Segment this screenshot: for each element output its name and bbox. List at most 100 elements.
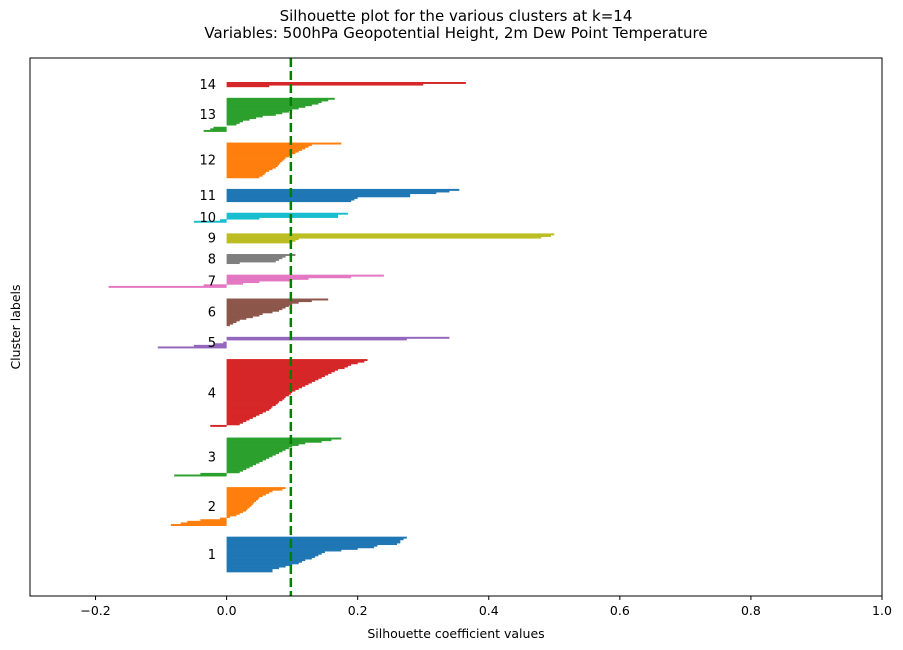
cluster-9-bar: [226, 236, 542, 239]
cluster-2-bar: [226, 514, 237, 517]
cluster-1-bar: [226, 567, 280, 570]
cluster-label-11: 11: [199, 189, 216, 204]
cluster-3-bar: [174, 474, 227, 477]
cluster-12-bar: [226, 155, 289, 158]
cluster-4-bar: [226, 381, 312, 384]
cluster-4-bar: [226, 402, 278, 405]
cluster-4-bar: [226, 387, 299, 390]
cluster-12-bar: [226, 148, 302, 151]
cluster-2-bar: [226, 499, 257, 502]
cluster-4-bar: [226, 418, 250, 421]
cluster-4-bar: [226, 359, 368, 362]
cluster-4-bar: [226, 420, 247, 423]
cluster-4-bar: [226, 405, 273, 408]
cluster-6-bar: [226, 306, 286, 309]
cluster-4-bar: [226, 397, 285, 400]
cluster-3-bar: [226, 460, 263, 462]
cluster-3-bar: [226, 466, 250, 469]
cluster-8-bar: [226, 254, 296, 256]
cluster-10-bar: [226, 215, 339, 218]
cluster-13-bar: [226, 112, 283, 115]
cluster-3-bar: [226, 461, 260, 464]
cluster-12-bar: [226, 147, 306, 150]
cluster-4-bar: [226, 396, 286, 398]
cluster-6-bar: [226, 312, 263, 315]
x-tick-label: 0.0: [217, 603, 237, 618]
cluster-6-bar: [226, 311, 273, 314]
cluster-2-bar: [226, 496, 260, 499]
y-axis-label: Cluster labels: [8, 284, 23, 369]
cluster-8-bar: [226, 257, 283, 260]
cluster-11-bar: [226, 188, 460, 191]
cluster-5-bar: [157, 346, 227, 349]
cluster-6-bar: [226, 324, 230, 327]
x-tick-label: 0.2: [348, 603, 368, 618]
cluster-12-bar: [226, 174, 263, 177]
cluster-label-14: 14: [199, 78, 216, 93]
cluster-12-bar: [226, 163, 280, 166]
cluster-4-bar: [226, 371, 332, 374]
cluster-1-bar: [226, 544, 378, 547]
cluster-1-bar: [226, 538, 404, 541]
cluster-3-bar: [226, 440, 322, 443]
cluster-2-bar: [226, 516, 230, 518]
cluster-1-bar: [226, 536, 407, 539]
cluster-14-bar: [226, 82, 466, 84]
cluster-1-bar: [226, 546, 375, 549]
cluster-1-bar: [226, 565, 286, 568]
cluster-3-bar: [226, 463, 257, 466]
cluster-8-bar: [226, 260, 276, 263]
cluster-3-bar: [226, 448, 286, 451]
cluster-11-bar: [226, 193, 411, 196]
cluster-label-2: 2: [208, 500, 216, 515]
cluster-3-bar: [226, 469, 243, 472]
cluster-7-bar: [226, 282, 243, 285]
cluster-4-bar: [226, 400, 280, 403]
cluster-4-bar: [226, 415, 257, 418]
cluster-13-bar: [203, 129, 227, 132]
cluster-label-10: 10: [199, 211, 216, 226]
cluster-3-bar: [226, 450, 283, 453]
cluster-8-bar: [226, 255, 286, 258]
cluster-12-bar: [226, 168, 273, 171]
bars-layer: [108, 82, 555, 573]
cluster-3-bar: [226, 468, 247, 471]
cluster-2-bar: [226, 488, 283, 491]
cluster-9-bar: [226, 239, 296, 242]
cluster-6-bar: [226, 319, 240, 322]
cluster-2-bar: [226, 504, 252, 507]
cluster-1-bar: [226, 547, 358, 550]
cluster-8-bar: [226, 262, 240, 265]
cluster-13-bar: [226, 101, 322, 103]
cluster-12-bar: [226, 152, 296, 155]
x-axis-label: Silhouette coefficient values: [367, 626, 544, 641]
cluster-12-bar: [226, 157, 286, 159]
cluster-12-bar: [226, 158, 285, 161]
cluster-13-bar: [213, 126, 227, 129]
cluster-4-bar: [226, 376, 322, 379]
cluster-1-bar: [226, 551, 325, 554]
cluster-2-bar: [200, 519, 227, 522]
cluster-4-bar: [226, 368, 339, 371]
cluster-3-bar: [226, 471, 240, 474]
cluster-2-bar: [187, 520, 227, 523]
cluster-3-bar: [226, 447, 289, 450]
cluster-13-bar: [226, 117, 257, 120]
cluster-2-bar: [226, 503, 253, 506]
cluster-12-bar: [226, 153, 293, 156]
cluster-label-4: 4: [208, 386, 216, 401]
cluster-13-bar: [226, 105, 306, 108]
cluster-12-bar: [226, 144, 312, 147]
cluster-4-bar: [226, 413, 260, 416]
cluster-3-bar: [226, 445, 293, 448]
cluster-13-bar: [226, 102, 319, 105]
cluster-3-bar: [226, 453, 276, 456]
x-tick-label: 1.0: [872, 603, 892, 618]
cluster-12-bar: [226, 165, 278, 168]
cluster-10-bar: [220, 219, 227, 222]
cluster-13-bar: [226, 104, 312, 107]
cluster-12-bar: [226, 173, 265, 176]
x-tick-label: 0.6: [610, 603, 630, 618]
